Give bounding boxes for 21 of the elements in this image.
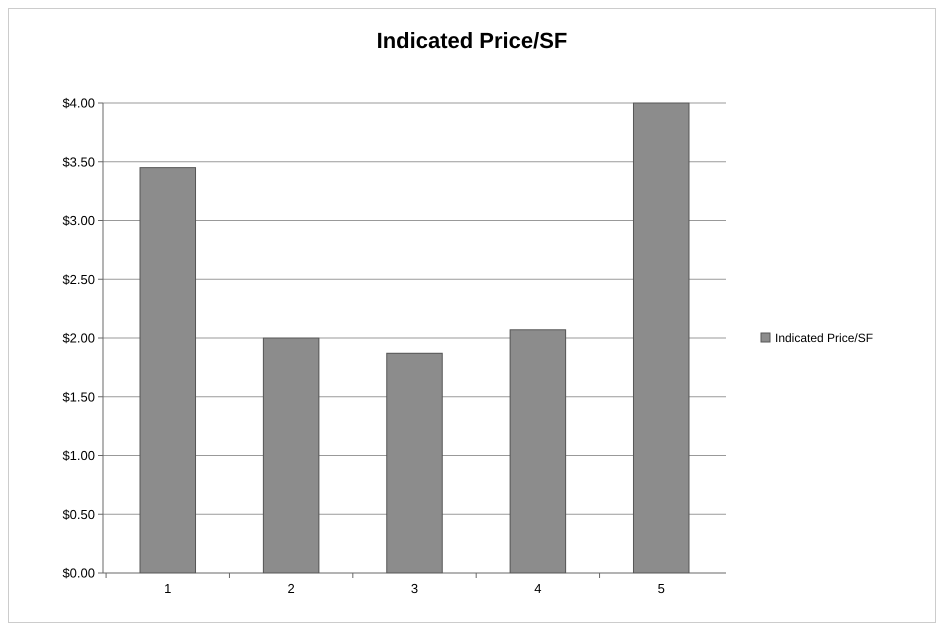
y-tick-label: $0.00	[62, 566, 95, 581]
x-tick-label: 2	[288, 581, 295, 596]
bar	[262, 338, 320, 574]
legend-label: Indicated Price/SF	[775, 331, 874, 346]
x-tick-label: 5	[658, 581, 665, 596]
bar	[386, 352, 443, 574]
x-tick-label: 1	[164, 581, 172, 596]
y-tick-label: $0.50	[62, 506, 95, 522]
y-tick-label: $3.50	[62, 154, 95, 170]
chart-title: Indicated Price/SF	[376, 28, 568, 53]
x-tick-label: 3	[410, 581, 418, 596]
y-tick-label: $1.50	[62, 389, 95, 404]
bar	[140, 167, 196, 574]
x-tick-label: 4	[534, 581, 542, 596]
y-tick-label: $3.00	[62, 213, 95, 228]
bar	[510, 329, 566, 574]
y-tick-label: $1.00	[62, 448, 95, 464]
y-tick-label: $4.00	[62, 96, 95, 111]
y-tick-label: $2.00	[62, 330, 95, 346]
bar	[632, 102, 690, 574]
y-tick-label: $2.50	[62, 272, 95, 287]
